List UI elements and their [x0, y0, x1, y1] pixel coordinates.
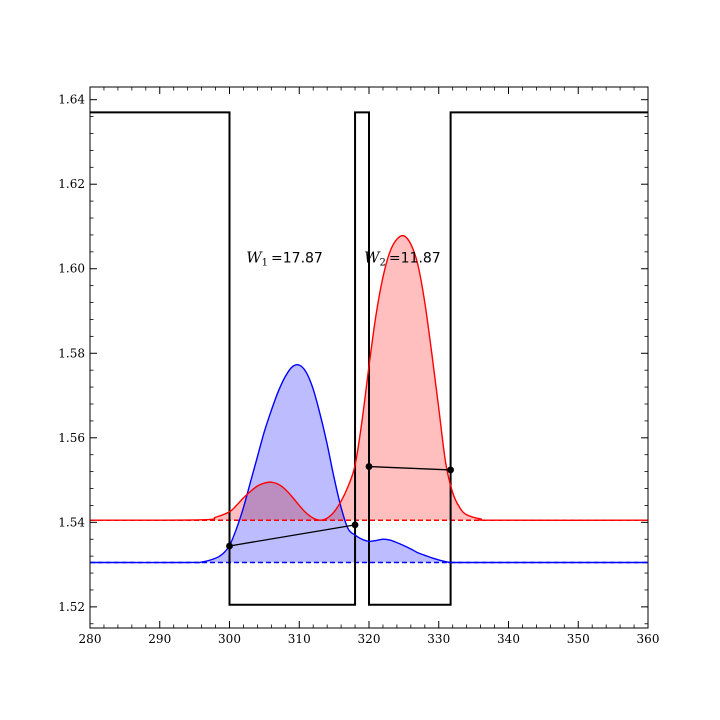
annotation-w2-var: W: [364, 248, 381, 266]
y-tick-label: 1.54: [58, 515, 85, 529]
y-tick-label: 1.56: [58, 431, 85, 445]
width-point-blue-2: [351, 521, 359, 529]
x-tick-label: 310: [288, 632, 311, 646]
x-tick-label: 320: [358, 632, 381, 646]
width-point-red-1: [365, 463, 373, 470]
width-markers: [226, 463, 455, 550]
annotation-w2-value: =11.87: [389, 250, 441, 266]
mode-curve-blue: [89, 364, 648, 564]
width-point-red-2: [447, 466, 455, 474]
y-tick-label: 1.62: [58, 177, 85, 191]
mode-curves: [89, 234, 649, 564]
index-profile-line: [90, 111, 648, 606]
x-tick-label: 280: [79, 632, 102, 646]
x-tick-label: 350: [567, 632, 590, 646]
width-point-blue-1: [226, 542, 233, 550]
y-tick-label: 1.52: [58, 600, 85, 614]
width-line-red: [368, 465, 451, 471]
y-tick-label: 1.64: [58, 93, 85, 107]
annotation-w1-value: =17.87: [271, 250, 323, 266]
annotation-w2-sub: 2: [380, 257, 386, 268]
y-tick-label: 1.60: [58, 262, 85, 276]
x-tick-label: 300: [218, 632, 241, 646]
axes: 280 290 300 310 320 330 340 350 360 1.52 1.54 1.56 1…: [58, 86, 660, 646]
mode-curve-red: [89, 234, 649, 522]
x-tick-label: 290: [148, 632, 171, 646]
width-line-blue: [229, 524, 356, 547]
annotations: W1 =17.87 W2 =11.87: [246, 248, 440, 268]
x-tick-label: 340: [497, 632, 520, 646]
index-profile: [90, 111, 648, 606]
annotation-w2: W2 =11.87: [364, 248, 441, 268]
annotation-w1-var: W: [246, 248, 263, 266]
x-tick-label: 330: [427, 632, 450, 646]
annotation-w1-sub: 1: [262, 257, 268, 268]
y-tick-label: 1.58: [58, 346, 85, 360]
annotation-w1: W1 =17.87: [246, 248, 323, 268]
x-tick-label: 360: [637, 632, 660, 646]
